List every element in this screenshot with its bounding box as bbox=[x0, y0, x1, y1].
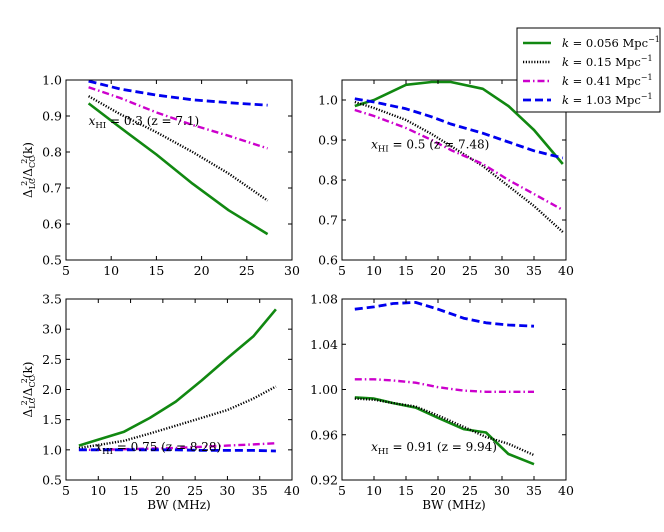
y-tick-label: 0.8 bbox=[42, 145, 62, 160]
legend-label-2: k = 0.15 Mpc−1 bbox=[562, 54, 653, 69]
series-line-4 bbox=[354, 300, 535, 328]
x-tick-label: 10 bbox=[366, 263, 382, 278]
y-tick-label: 1.04 bbox=[310, 337, 338, 352]
y-tick-label: 0.9 bbox=[318, 133, 338, 148]
series-line-3 bbox=[88, 86, 268, 150]
y-tick-label: 0.92 bbox=[310, 473, 338, 488]
panel-annotation: xHI = 0.91 (z = 9.94) bbox=[371, 440, 497, 457]
series-line-2 bbox=[78, 385, 277, 450]
x-tick-label: 30 bbox=[219, 483, 235, 498]
x-tick-label: 30 bbox=[284, 263, 300, 278]
x-tick-label: 15 bbox=[123, 483, 139, 498]
y-tick-label: 2.0 bbox=[42, 382, 62, 397]
y-tick-label: 0.7 bbox=[318, 213, 338, 228]
x-tick-label: 25 bbox=[462, 483, 478, 498]
plot-area bbox=[354, 300, 535, 466]
series-line-2 bbox=[88, 95, 269, 202]
y-tick-label: 3.5 bbox=[42, 292, 62, 307]
series-line-2 bbox=[354, 100, 564, 233]
x-tick-label: 35 bbox=[252, 483, 268, 498]
x-tick-label: 20 bbox=[155, 483, 171, 498]
x-tick-label: 40 bbox=[284, 483, 300, 498]
series-line-4 bbox=[78, 448, 276, 453]
x-tick-label: 5 bbox=[62, 483, 70, 498]
axes-frame bbox=[65, 79, 293, 261]
series-line-3 bbox=[354, 378, 534, 393]
x-tick-label: 5 bbox=[338, 263, 346, 278]
x-tick-label: 5 bbox=[62, 263, 70, 278]
x-tick-label: 10 bbox=[90, 483, 106, 498]
series-line-3 bbox=[78, 442, 276, 451]
x-tick-label: 15 bbox=[398, 483, 414, 498]
y-tick-label: 1.0 bbox=[42, 73, 62, 88]
x-tick-label: 25 bbox=[239, 263, 255, 278]
panel-annotation: xHI = 0.5 (z = 7.48) bbox=[371, 137, 489, 154]
panel-annotation: xHI = 0.3 (z = 7.1) bbox=[89, 114, 200, 131]
y-tick-label: 0.6 bbox=[318, 253, 338, 268]
x-tick-label: 40 bbox=[558, 263, 574, 278]
x-tick-label: 25 bbox=[187, 483, 203, 498]
y-tick-label: 0.9 bbox=[42, 109, 62, 124]
panel-bottom-left: 5 10 15 20 25 30 35 40 0.5 1.0 1.5 2.0 2.5 3.0 3.5 xHI … bbox=[20, 292, 300, 513]
legend-label-4: k = 1.03 Mpc−1 bbox=[562, 92, 653, 107]
legend-label-1: k = 0.056 Mpc−1 bbox=[562, 35, 660, 50]
y-tick-label: 1.08 bbox=[310, 292, 338, 307]
y-tick-label: 0.5 bbox=[42, 473, 62, 488]
x-tick-label: 15 bbox=[398, 263, 414, 278]
x-tick-label: 25 bbox=[462, 263, 478, 278]
x-tick-label: 40 bbox=[558, 483, 574, 498]
y-axis-label: ΔLC2/ΔCC2(k) bbox=[20, 142, 37, 198]
x-tick-label: 30 bbox=[494, 483, 510, 498]
plot-area bbox=[78, 308, 277, 453]
y-tick-label: 0.7 bbox=[42, 181, 62, 196]
axes-frame bbox=[341, 79, 567, 261]
y-tick-label: 0.8 bbox=[318, 173, 338, 188]
x-tick-label: 5 bbox=[338, 483, 346, 498]
x-tick-label: 20 bbox=[430, 483, 446, 498]
plot-area bbox=[354, 80, 564, 233]
series-line-1 bbox=[354, 80, 564, 165]
x-axis-label: BW (MHz) bbox=[422, 498, 485, 512]
y-tick-label: 3.0 bbox=[42, 322, 62, 337]
y-axis-label: ΔLC2/ΔCC2(k) bbox=[20, 362, 37, 418]
x-tick-label: 15 bbox=[148, 263, 164, 278]
y-tick-label: 1.0 bbox=[318, 93, 338, 108]
legend: k = 0.056 Mpc−1 k = 0.15 Mpc−1 k = 0.41 Mp… bbox=[516, 27, 661, 113]
y-tick-label: 0.5 bbox=[42, 253, 62, 268]
legend-label-3: k = 0.41 Mpc−1 bbox=[562, 73, 653, 88]
panel-top-right: 5 10 15 20 25 30 35 40 0.6 0.7 0.8 0.9 1.0 xHI = 0.5 … bbox=[318, 79, 574, 278]
series-line-1 bbox=[87, 102, 269, 236]
panel-top-left: 5 10 15 20 25 30 0.5 0.6 0.7 0.8 0.9 1.0 xHI = 0.3 (… bbox=[20, 73, 300, 279]
series-line-4 bbox=[354, 97, 564, 160]
y-tick-label: 2.5 bbox=[42, 352, 62, 367]
x-tick-label: 10 bbox=[366, 483, 382, 498]
y-tick-label: 1.5 bbox=[42, 412, 62, 427]
x-tick-label: 20 bbox=[194, 263, 210, 278]
x-tick-label: 20 bbox=[430, 263, 446, 278]
plot-area bbox=[87, 80, 269, 236]
panel-bottom-right: 5 10 15 20 25 30 35 40 0.92 0.96 1.00 1.04 1.08 xHI =… bbox=[310, 292, 574, 513]
x-tick-label: 35 bbox=[526, 263, 542, 278]
y-tick-label: 0.6 bbox=[42, 217, 62, 232]
x-tick-label: 35 bbox=[526, 483, 542, 498]
x-tick-label: 30 bbox=[494, 263, 510, 278]
series-line-1 bbox=[78, 308, 277, 447]
series-line-4 bbox=[88, 80, 268, 107]
y-tick-label: 0.96 bbox=[310, 427, 338, 442]
panel-annotation: xHI = 0.75 (z = 8.28) bbox=[95, 440, 221, 457]
y-tick-label: 1.00 bbox=[310, 382, 338, 397]
x-axis-label: BW (MHz) bbox=[147, 498, 210, 512]
y-tick-label: 1.0 bbox=[42, 442, 62, 457]
series-line-2 bbox=[354, 397, 535, 457]
series-line-3 bbox=[354, 108, 564, 212]
x-tick-label: 10 bbox=[103, 263, 119, 278]
